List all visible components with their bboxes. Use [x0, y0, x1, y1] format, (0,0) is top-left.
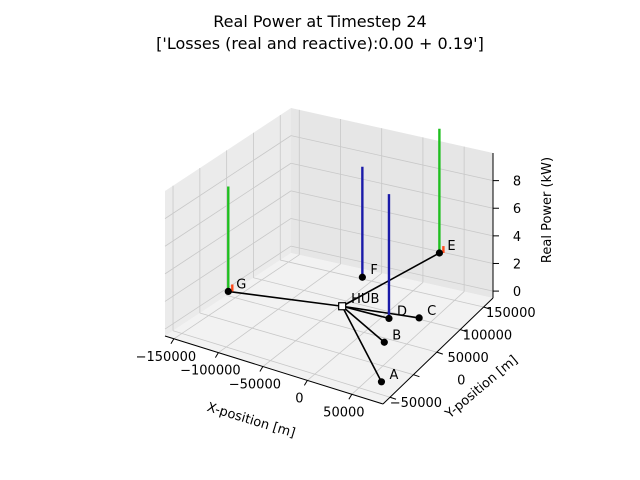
y-tick — [389, 396, 397, 400]
node-label-b: B — [392, 328, 401, 343]
x-axis-label: X-position [m] — [205, 400, 297, 441]
y-grid-line-floor — [172, 330, 391, 398]
node-marker-g — [224, 287, 232, 296]
z-grid-line-back — [290, 218, 494, 264]
x-tick — [214, 352, 219, 358]
node-marker-b — [380, 338, 388, 346]
node-label-hub: HUB — [351, 292, 379, 307]
z-tick-label: 2 — [513, 257, 521, 272]
y-tick-label: −50000 — [390, 396, 442, 411]
x-tick — [303, 380, 308, 386]
y-grid-line-floor — [226, 294, 437, 353]
node-marker-d — [385, 314, 393, 323]
node-label-e: E — [447, 239, 455, 254]
y-tick — [460, 329, 467, 333]
x-tick-label: −50000 — [229, 378, 281, 393]
x-tick-label: 0 — [295, 391, 303, 406]
node-marker-c — [415, 314, 423, 322]
x-tick-label: 50000 — [323, 405, 364, 420]
z-tick-label: 8 — [513, 175, 521, 190]
x-axis-line — [164, 335, 384, 405]
x-tick — [170, 338, 175, 345]
y-tick-label: 100000 — [463, 329, 513, 344]
z-tick-label: 4 — [513, 230, 521, 245]
network-edge — [341, 305, 390, 320]
node-marker-e — [435, 249, 443, 257]
y-grid-line-floor — [199, 312, 414, 376]
network-edge — [341, 252, 440, 307]
network-edge — [228, 290, 343, 308]
x-tick — [259, 366, 264, 372]
z-grid-line-back — [290, 190, 494, 237]
y-tick — [483, 306, 490, 310]
z-grid-line-back — [290, 245, 494, 292]
z-grid-line-left — [164, 135, 292, 219]
network-edge — [342, 305, 420, 319]
floor-pane — [165, 253, 493, 404]
y-tick-label: 50000 — [447, 351, 488, 366]
x-grid-line-floor — [173, 254, 300, 340]
z-grid-line-back — [290, 135, 494, 182]
x-tick-label: −150000 — [136, 350, 197, 365]
z-grid-line-back — [290, 162, 494, 209]
node-label-c: C — [427, 304, 436, 319]
x-grid-line-floor — [351, 291, 465, 395]
y-tick — [413, 374, 420, 378]
y-axis-line — [382, 297, 494, 405]
y-tick — [436, 351, 443, 355]
node-label-g: G — [236, 277, 246, 292]
chart-title-line1: Real Power at Timestep 24 — [213, 12, 427, 31]
network-edge — [341, 305, 383, 383]
y-tick-label: 0 — [457, 374, 465, 389]
x-grid-line-floor — [307, 282, 424, 381]
node-marker-hub — [338, 302, 347, 311]
z-tick-label: 6 — [513, 202, 521, 217]
z-tick-label: 0 — [513, 285, 521, 300]
node-label-d: D — [397, 304, 407, 319]
node-marker-a — [377, 378, 386, 386]
node-label-f: F — [370, 263, 377, 278]
x-tick — [348, 394, 353, 400]
chart-title-line2: ['Losses (real and reactive):0.00 + 0.19… — [156, 34, 484, 53]
network-edge — [341, 305, 385, 343]
x-grid-line-floor — [262, 272, 382, 367]
node-marker-f — [358, 273, 366, 281]
x-grid-line-floor — [218, 263, 341, 353]
y-tick-label: 150000 — [486, 306, 536, 321]
node-label-a: A — [389, 368, 398, 383]
x-tick-label: −100000 — [180, 364, 241, 379]
y-grid-line-floor — [253, 277, 461, 330]
z-axis-label: Real Power (kW) — [540, 157, 555, 263]
